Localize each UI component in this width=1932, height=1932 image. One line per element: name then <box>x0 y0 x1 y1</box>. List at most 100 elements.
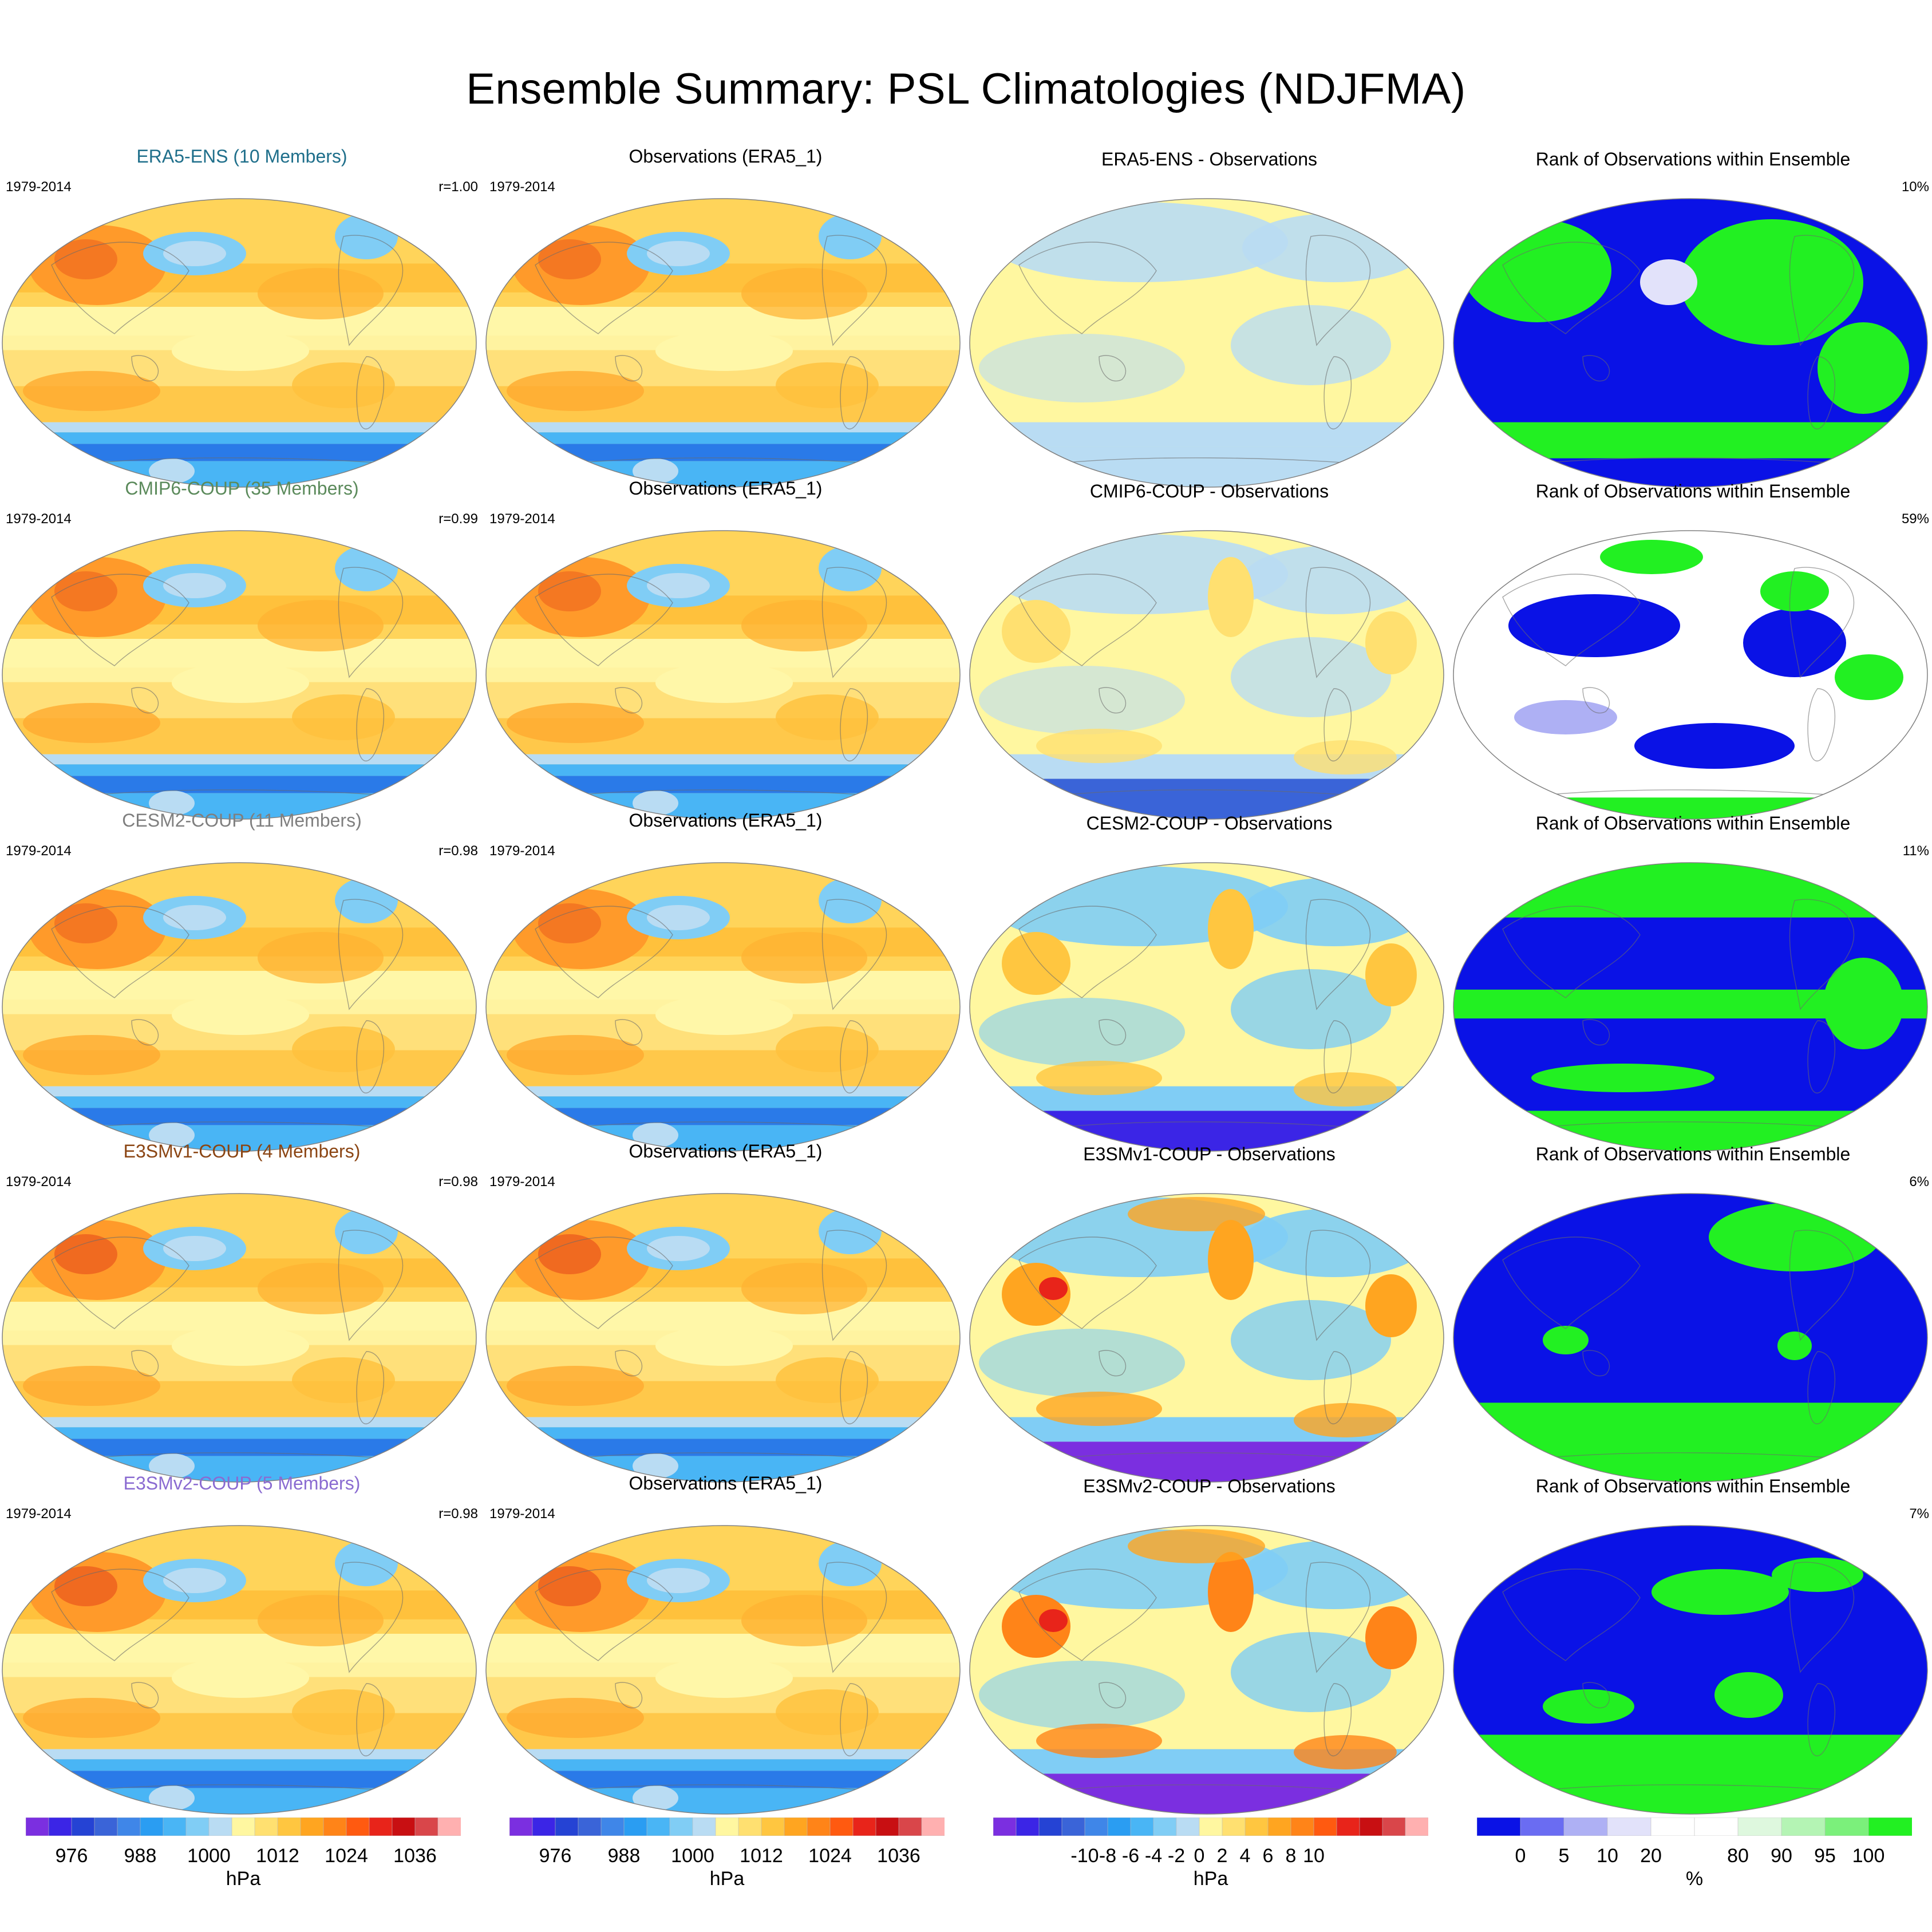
colorbar-swatch <box>94 1817 118 1836</box>
colorbar-swatch <box>1359 1817 1383 1836</box>
colorbar-swatch <box>692 1817 716 1836</box>
colorbar-tick-label: 988 <box>124 1845 157 1867</box>
map-psl <box>485 530 961 820</box>
map-psl <box>2 1525 477 1815</box>
colorbar-swatch <box>1313 1817 1337 1836</box>
colorbar-tick-label: -2 <box>1167 1845 1186 1867</box>
colorbar-tick-label: -8 <box>1099 1845 1117 1867</box>
colorbar-tick-label: 0 <box>1194 1845 1205 1867</box>
colorbar-swatch <box>1130 1817 1154 1836</box>
correlation-label: r=0.98 <box>438 843 478 859</box>
period-label: 1979-2014 <box>6 843 72 859</box>
rank-percent-label: 10% <box>1901 179 1929 195</box>
panel-title: E3SMv2-COUP (5 Members) <box>123 1473 361 1494</box>
panel-title: E3SMv1-COUP (4 Members) <box>123 1141 361 1161</box>
colorbar-swatch <box>48 1817 72 1836</box>
colorbar-swatch <box>1153 1817 1177 1836</box>
panel-title: Rank of Observations within Ensemble <box>1535 149 1851 169</box>
colorbar-swatch <box>300 1817 324 1836</box>
map-psl <box>485 1525 961 1815</box>
colorbar-tick-label: 90 <box>1771 1845 1792 1867</box>
rank-percent-label: 59% <box>1901 511 1929 527</box>
rank-panel: Rank of Observations within Ensemble 6% <box>1451 1141 1932 1483</box>
colorbar-swatch <box>1382 1817 1406 1836</box>
period-label: 1979-2014 <box>489 511 555 527</box>
colorbar-tick-label: 2 <box>1216 1845 1228 1867</box>
colorbar-psl: 976 988 1000 1012 1024 1036 hPa <box>25 1817 461 1892</box>
correlation-label: r=0.98 <box>438 1506 478 1522</box>
colorbar-swatch <box>25 1817 49 1836</box>
obs-panel: Observations (ERA5_1) 1979-2014 <box>484 478 967 820</box>
map-psl <box>2 530 477 820</box>
colorbar-tick-label: -6 <box>1121 1845 1140 1867</box>
colorbar-swatch <box>1016 1817 1040 1836</box>
rank-panel: Rank of Observations within Ensemble 10% <box>1451 146 1932 488</box>
colorbar-swatches <box>509 1817 945 1836</box>
model-panel: E3SMv1-COUP (4 Members) 1979-2014 r=0.98 <box>0 1141 484 1483</box>
colorbar-ticks: 976 988 1000 1012 1024 1036 <box>509 1845 945 1869</box>
panel-title: CMIP6-COUP (35 Members) <box>125 478 359 499</box>
correlation-label: r=0.99 <box>438 511 478 527</box>
colorbar-tick-label: 976 <box>55 1845 88 1867</box>
colorbar-swatch <box>323 1817 347 1836</box>
map-rank <box>1453 862 1928 1152</box>
period-label: 1979-2014 <box>489 843 555 859</box>
model-panel: CESM2-COUP (11 Members) 1979-2014 r=0.98 <box>0 810 484 1152</box>
colorbar-swatch <box>1476 1817 1521 1836</box>
colorbar-tick-label: 0 <box>1515 1845 1526 1867</box>
panel-title: Rank of Observations within Ensemble <box>1535 813 1851 833</box>
panel-title: ERA5-ENS - Observations <box>1101 149 1317 169</box>
rank-percent-label: 6% <box>1909 1174 1929 1190</box>
colorbar-tick-label: 6 <box>1262 1845 1274 1867</box>
colorbar-swatch <box>715 1817 739 1836</box>
colorbar-tick-label: 100 <box>1852 1845 1885 1867</box>
obs-panel: Observations (ERA5_1) 1979-2014 <box>484 1473 967 1815</box>
colorbar-swatch <box>392 1817 416 1836</box>
colorbar-tick-label: 1036 <box>877 1845 920 1867</box>
colorbar-swatch <box>1222 1817 1246 1836</box>
map-diff <box>969 530 1444 820</box>
colorbar-swatch <box>761 1817 785 1836</box>
colorbar-swatch <box>1737 1817 1782 1836</box>
colorbar-swatch <box>738 1817 762 1836</box>
colorbar-ticks: 976 988 1000 1012 1024 1036 <box>26 1845 461 1869</box>
period-label: 1979-2014 <box>6 179 72 195</box>
panel-title: ERA5-ENS (10 Members) <box>136 146 347 167</box>
panel-title: Observations (ERA5_1) <box>629 810 823 831</box>
obs-panel: Observations (ERA5_1) 1979-2014 <box>484 146 967 488</box>
colorbar-swatch <box>829 1817 854 1836</box>
colorbar-tick-label: 1024 <box>808 1845 852 1867</box>
diff-panel: CESM2-COUP - Observations <box>967 810 1451 1152</box>
colorbar-tick-label: 1012 <box>256 1845 299 1867</box>
colorbar-swatches <box>993 1817 1429 1836</box>
panel-title: Observations (ERA5_1) <box>629 1473 823 1494</box>
panel-title: CMIP6-COUP - Observations <box>1089 481 1329 501</box>
model-panel: CMIP6-COUP (35 Members) 1979-2014 r=0.99 <box>0 478 484 820</box>
rank-percent-label: 11% <box>1902 843 1929 859</box>
colorbar-tick-label: 20 <box>1640 1845 1662 1867</box>
colorbar-swatch <box>578 1817 602 1836</box>
map-diff <box>969 1193 1444 1483</box>
colorbar-swatch <box>1781 1817 1826 1836</box>
colorbar-tick-label: 1012 <box>740 1845 783 1867</box>
period-label: 1979-2014 <box>6 1506 72 1522</box>
colorbar-swatch <box>509 1817 533 1836</box>
colorbar-swatch <box>1244 1817 1269 1836</box>
colorbar-unit: hPa <box>709 1868 745 1890</box>
map-psl <box>2 862 477 1152</box>
rank-panel: Rank of Observations within Ensemble 59% <box>1451 478 1932 820</box>
colorbar-tick-label: 1000 <box>671 1845 714 1867</box>
rank-percent-label: 7% <box>1909 1506 1929 1522</box>
colorbar-swatch <box>669 1817 693 1836</box>
colorbar-swatch <box>600 1817 625 1836</box>
colorbar-swatch <box>532 1817 556 1836</box>
map-diff <box>969 1525 1444 1815</box>
colorbar-rank: 0 5 10 20 80 90 95 100% <box>1476 1817 1913 1892</box>
colorbar-tick-label: 1024 <box>325 1845 368 1867</box>
map-psl <box>2 198 477 488</box>
colorbar-unit: % <box>1685 1868 1704 1890</box>
map-rank <box>1453 1193 1928 1483</box>
colorbar-swatch <box>1563 1817 1608 1836</box>
colorbar-swatch <box>1405 1817 1429 1836</box>
colorbar-tick-label: 8 <box>1285 1845 1297 1867</box>
